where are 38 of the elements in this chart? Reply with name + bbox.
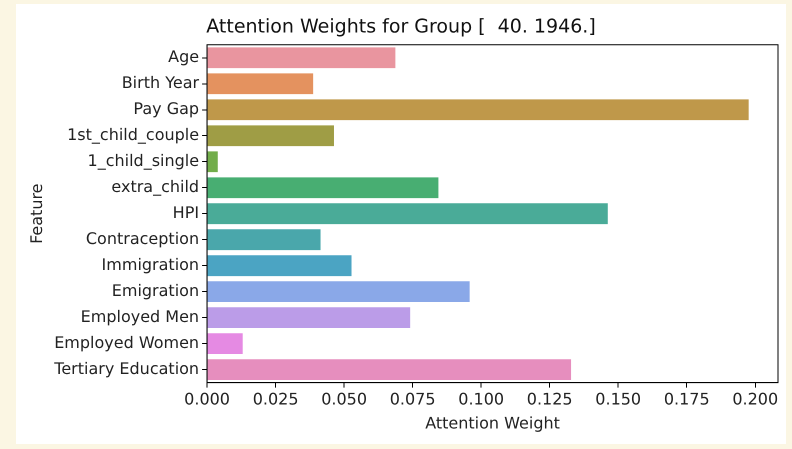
bar <box>208 125 334 146</box>
bar <box>208 307 410 328</box>
y-tick-label: Age <box>168 46 200 66</box>
x-tick-label: 0.100 <box>458 389 504 408</box>
y-tick-label: Employed Women <box>54 332 200 352</box>
x-tick-label: 0.000 <box>184 389 230 408</box>
chart-title: Attention Weights for Group [ 40. 1946.] <box>206 15 596 38</box>
bar <box>208 73 314 94</box>
y-tick-label: Contraception <box>86 228 200 248</box>
x-tick-label: 0.200 <box>732 389 778 408</box>
bar <box>208 229 321 250</box>
y-axis-title: Feature <box>26 183 46 244</box>
y-tick-label: 1_child_single <box>88 150 200 170</box>
x-axis-title: Attention Weight <box>425 414 560 433</box>
x-tick-label: 0.075 <box>390 389 436 408</box>
bar <box>208 333 243 354</box>
bar <box>208 99 749 120</box>
x-tick-label: 0.150 <box>595 389 642 408</box>
bar <box>208 151 218 172</box>
y-tick-label: 1st_child_couple <box>67 124 200 144</box>
x-tick-label: 0.175 <box>664 389 710 408</box>
bar <box>208 47 396 68</box>
y-tick-label: Immigration <box>102 254 200 274</box>
y-tick-label: Tertiary Education <box>53 358 200 378</box>
bar <box>208 281 470 302</box>
bar <box>208 255 352 276</box>
y-tick-label: Birth Year <box>122 72 200 92</box>
x-tick-label: 0.125 <box>526 389 573 408</box>
x-tick-label: 0.050 <box>321 389 368 408</box>
x-tick-label: 0.025 <box>252 389 299 408</box>
bar <box>208 359 572 380</box>
y-tick-label: extra_child <box>111 176 200 196</box>
y-tick-label: Pay Gap <box>133 98 200 118</box>
bar <box>208 203 608 224</box>
y-tick-label: Emigration <box>112 280 200 300</box>
y-tick-label: HPI <box>172 202 200 222</box>
y-tick-label: Employed Men <box>80 306 200 326</box>
bar <box>208 177 438 198</box>
